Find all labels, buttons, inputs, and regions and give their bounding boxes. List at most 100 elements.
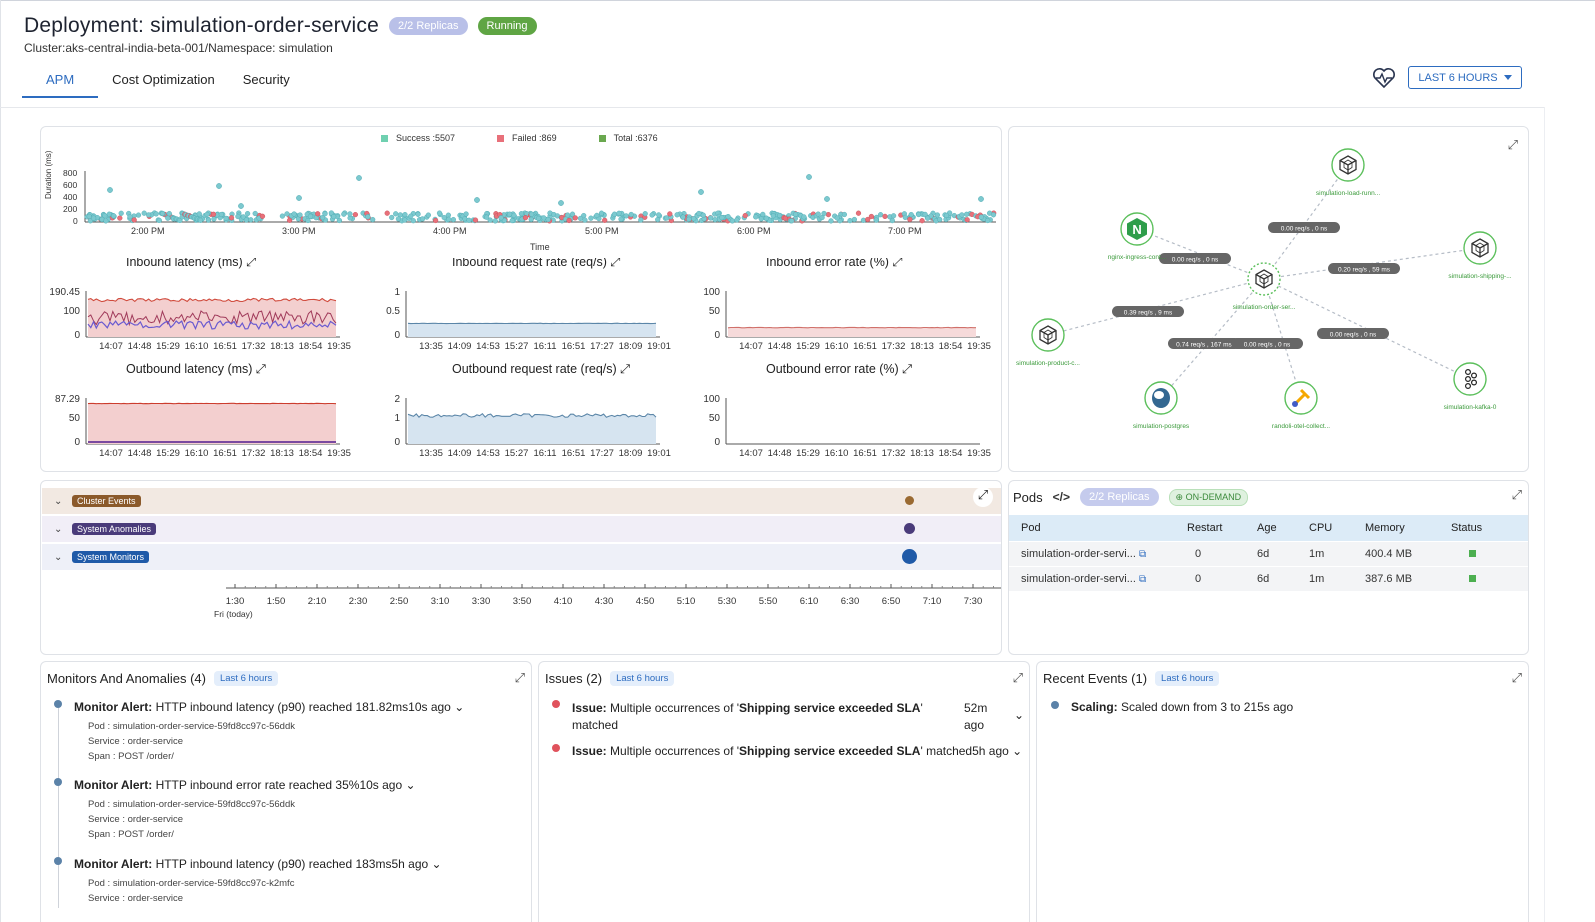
legend-total[interactable]: Total :6376 [598,133,658,143]
scatter-point [393,211,399,217]
scatter-point [297,212,303,218]
list-item[interactable]: Monitor Alert: HTTP inbound latency (p90… [74,857,442,906]
edge-label[interactable]: 0.00 req/s , 0 ns [1231,338,1303,349]
pods-panel: Pods </> 2/2 Replicas ⊕ ON-DEMAND ⤢ Pod … [1008,480,1529,655]
scatter-point [588,215,594,221]
alert-service: Service : order-service [88,893,184,904]
expand-icon[interactable]: ⤢ [514,670,525,685]
service-node-pg[interactable]: simulation-postgres [1133,381,1190,430]
table-row[interactable]: simulation-order-servi... ⧉ 0 6d 1m 400.… [1009,541,1528,567]
scatter-point [509,217,515,224]
scatter-point [801,214,807,220]
edge-label[interactable]: 0.00 req/s , 0 ns [1317,328,1389,339]
col-age[interactable]: Age [1257,515,1309,542]
chevron-down-icon[interactable]: ⌄ [54,495,63,507]
heartbeat-icon[interactable] [1372,67,1396,89]
cluster-event-marker[interactable] [905,496,914,505]
mini-ytick: 0 [394,330,400,341]
chevron-down-icon[interactable]: ⌄ [54,523,63,535]
scatter-point [153,211,159,217]
scatter-point [415,211,421,217]
system-monitors-row[interactable]: ⌄ System Monitors [42,544,1001,570]
external-link-icon[interactable]: ⧉ [1138,549,1147,560]
tab-apm[interactable]: APM [22,66,99,98]
mini-chart-title[interactable]: Inbound request rate (req/s) ⤢ [452,258,620,269]
service-node-cube[interactable]: simulation-load-runn... [1316,148,1381,197]
col-status[interactable]: Status [1451,515,1528,542]
mini-chart-title[interactable]: Inbound latency (ms) ⤢ [126,258,256,269]
chevron-down-icon[interactable]: ⌄ [454,700,465,714]
metrics-panel: Success :5507 Failed :869 Total :6376 Du… [40,126,1002,472]
list-item[interactable]: Monitor Alert: HTTP inbound latency (p90… [74,700,464,764]
scatter-point [528,216,534,223]
list-item[interactable]: Issue: Multiple occurrences of 'Shipping… [572,700,928,734]
service-node-kafka[interactable]: simulation-kafka-0 [1444,362,1497,411]
mini-chart-title[interactable]: Outbound latency (ms) ⤢ [126,362,266,376]
expand-icon[interactable]: ⤢ [973,487,993,507]
cluster-events-row[interactable]: ⌄ Cluster Events [42,488,1001,514]
scatter-point [487,217,493,223]
anomaly-event-marker[interactable] [904,523,915,534]
tab-security[interactable]: Security [242,72,290,87]
system-anomalies-row[interactable]: ⌄ System Anomalies [42,516,1001,542]
tab-cost-optimization[interactable]: Cost Optimization [112,72,215,87]
mini-chart-title[interactable]: Outbound error rate (%) ⤢ [766,362,912,376]
mini-ytick: 50 [709,306,721,317]
events-xtick: 5:10 [677,596,696,607]
scatter-point [223,215,229,222]
external-link-icon[interactable]: ⧉ [1138,574,1147,585]
expand-icon[interactable]: ⤢ [1511,670,1522,685]
col-cpu[interactable]: CPU [1309,515,1365,542]
mini-chart-title[interactable]: Outbound request rate (req/s) ⤢ [452,362,630,376]
svg-text:0.00 req/s , 0 ns: 0.00 req/s , 0 ns [1330,332,1377,339]
legend-failed[interactable]: Failed :869 [497,133,557,143]
service-node-label: randoli-otel-collect... [1272,423,1330,430]
scatter-point [753,214,759,220]
legend-success[interactable]: Success :5507 [381,133,455,143]
issue-bullet [552,744,560,752]
mini-xtick: 14:09 [448,448,472,459]
edge-label[interactable]: 0.74 req/s , 167 ms [1168,338,1240,349]
edge-label[interactable]: 0.39 req/s , 9 ms [1112,306,1184,317]
code-icon[interactable]: </> [1052,490,1070,504]
chevron-down-icon[interactable]: ⌄ [1012,744,1023,758]
col-pod[interactable]: Pod [1009,515,1187,542]
expand-icon[interactable]: ⤢ [1511,487,1522,502]
mini-chart-title[interactable]: Inbound error rate (%) ⤢ [766,258,902,269]
service-node-label: simulation-shipping-... [1448,273,1511,280]
edge-label[interactable]: 0.00 req/s , 0 ns [1159,253,1231,264]
scatter-point [356,175,362,181]
list-item[interactable]: Scaling: Scaled down from 3 to 215s ago [1071,700,1293,714]
list-item[interactable]: Issue: Multiple occurrences of 'Shipping… [572,744,1022,758]
monitor-event-marker[interactable] [902,549,917,564]
scatter-point [890,213,897,219]
pod-name-link[interactable]: simulation-order-servi... [1021,573,1136,585]
pod-name-link[interactable]: simulation-order-servi... [1021,548,1136,560]
col-restart[interactable]: Restart [1187,515,1257,542]
scatter-point [725,213,731,220]
scatter-point [719,214,725,221]
col-memory[interactable]: Memory [1365,515,1451,542]
mini-ytick: 0.5 [386,306,400,317]
chevron-down-icon[interactable]: ⌄ [1014,708,1025,722]
mini-xtick: 16:10 [825,448,849,459]
chevron-down-icon[interactable]: ⌄ [405,778,416,792]
scatter-point [825,211,832,218]
time-range-dropdown[interactable]: LAST 6 HOURS [1408,66,1522,89]
expand-icon[interactable]: ⤢ [1012,670,1023,685]
service-node-otel[interactable]: randoli-otel-collect... [1272,381,1330,430]
scatter-point [228,215,235,221]
scatter-point [370,216,376,223]
table-row[interactable]: simulation-order-servi... ⧉ 0 6d 1m 387.… [1009,566,1528,591]
mini-xtick: 19:01 [647,448,671,459]
service-node-cube[interactable]: simulation-shipping-... [1448,231,1512,280]
chevron-down-icon[interactable]: ⌄ [54,551,63,563]
edge-label[interactable]: 0.20 req/s , 59 ms [1328,263,1400,274]
service-node-nginx[interactable]: Nnginx-ingress-cont... [1108,212,1167,261]
list-item[interactable]: Monitor Alert: HTTP inbound error rate r… [74,778,416,842]
service-node-cube-selected[interactable]: simulation-order-ser... [1233,262,1296,311]
chevron-down-icon[interactable]: ⌄ [431,857,442,871]
edge-label[interactable]: 0.00 req/s , 0 ns [1268,222,1340,233]
expand-icon[interactable]: ⤢ [1507,137,1518,152]
service-node-cube[interactable]: simulation-product-c... [1016,318,1080,367]
